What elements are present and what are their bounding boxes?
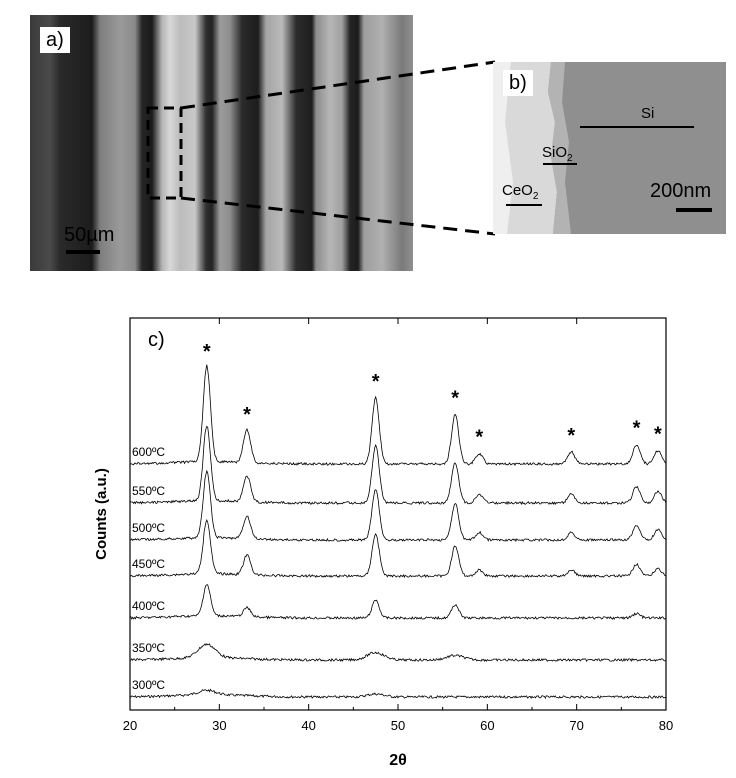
series-line	[129, 688, 667, 700]
series-label: 300ºC	[132, 678, 165, 692]
series-label: 350ºC	[132, 641, 165, 655]
series-line	[129, 425, 667, 506]
scale-text-b: 200nm	[650, 180, 712, 202]
sio2-main: SiO	[542, 144, 568, 161]
sio2-sub: 2	[567, 153, 573, 164]
peak-marker: *	[372, 371, 380, 393]
x-tick-label: 60	[480, 718, 494, 733]
peak-marker: *	[654, 424, 662, 446]
peak-marker: *	[567, 425, 575, 447]
x-tick-label: 80	[659, 718, 673, 733]
ceo2-line	[506, 204, 542, 206]
peak-marker: *	[475, 427, 483, 449]
series-label: 500ºC	[132, 521, 165, 535]
sem-image-a	[30, 15, 413, 271]
x-tick-label: 70	[569, 718, 583, 733]
scale-text-a: 50µm	[64, 224, 114, 247]
series-line	[129, 364, 667, 467]
series-line	[129, 643, 667, 663]
si-line	[580, 126, 694, 128]
series-line	[129, 469, 667, 543]
sio2-line	[543, 163, 577, 165]
peak-marker: *	[243, 404, 251, 426]
peak-marker: *	[451, 388, 459, 410]
x-tick-label: 40	[301, 718, 315, 733]
series-label: 550ºC	[132, 484, 165, 498]
peak-marker: *	[633, 418, 641, 440]
scale-bar-a	[66, 250, 100, 254]
x-tick-label: 50	[391, 718, 405, 733]
series-label: 600ºC	[132, 445, 165, 459]
scale-bar-b	[676, 208, 712, 212]
zoom-box	[146, 106, 183, 200]
series-label: 400ºC	[132, 599, 165, 613]
ceo2-label: CeO2	[502, 182, 538, 202]
zoom-line-bottom	[180, 196, 496, 236]
si-label: Si	[641, 105, 655, 122]
panel-a-label: a)	[40, 27, 70, 53]
x-tick-label: 20	[123, 718, 137, 733]
x-tick-label: 30	[212, 718, 226, 733]
peak-marker: *	[203, 341, 211, 363]
panel-c-label: c)	[148, 329, 165, 351]
series-label: 450ºC	[132, 557, 165, 571]
panel-b-label: b)	[503, 70, 533, 96]
sio2-label: SiO2	[542, 144, 573, 164]
x-axis-label: 2θ	[389, 752, 407, 769]
scale-unit-a: µm	[86, 224, 115, 246]
zoom-line-top	[180, 60, 496, 110]
plot-frame	[129, 317, 667, 711]
series-line	[129, 584, 666, 621]
y-axis-label: Counts (a.u.)	[93, 468, 110, 560]
series-line	[129, 518, 667, 579]
ceo2-sub: 2	[532, 191, 539, 202]
scale-value-a: 50	[64, 224, 87, 246]
zoom-indicator	[146, 60, 496, 236]
ceo2-main: CeO	[502, 182, 533, 199]
